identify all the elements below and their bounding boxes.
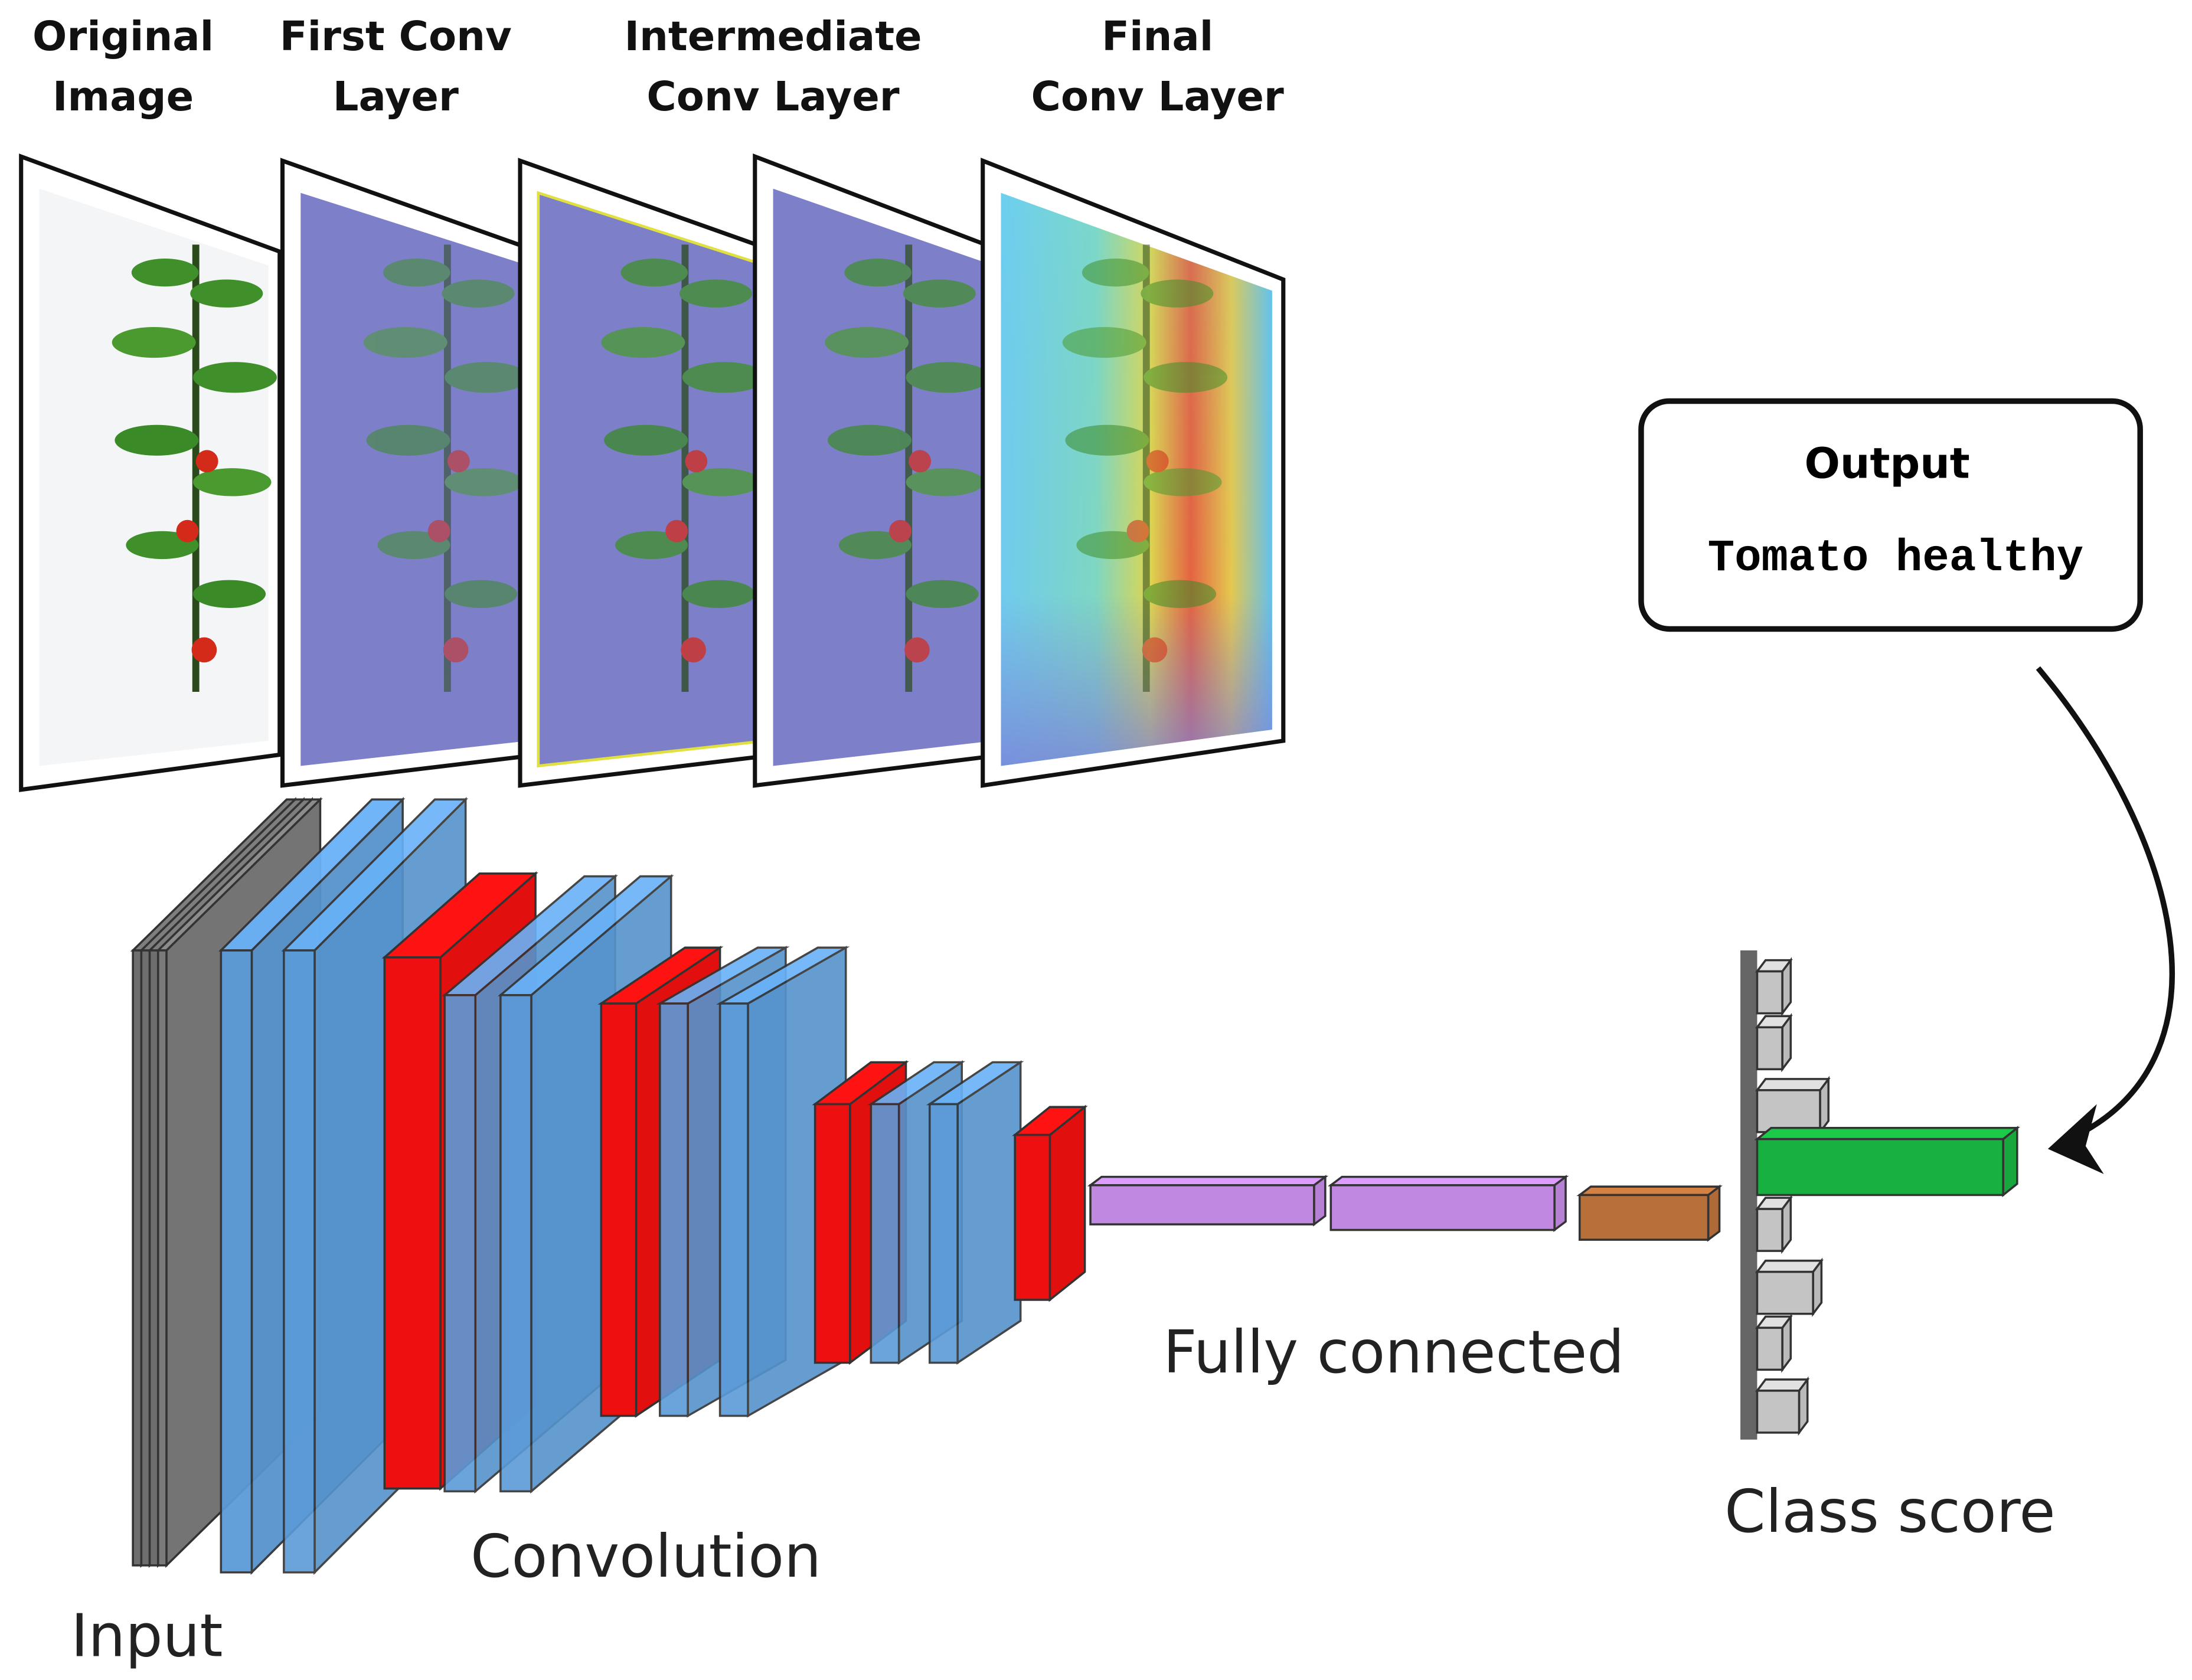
layer-front <box>1756 1390 1801 1434</box>
convolution-label: Convolution <box>471 1523 821 1591</box>
layer-front <box>658 1002 689 1417</box>
panel-label: Image <box>53 73 194 120</box>
panel-final-conv <box>981 158 1286 788</box>
layer-front <box>1756 1138 2004 1197</box>
class-score-label: Class score <box>1724 1478 2055 1546</box>
layer-front <box>870 1103 900 1364</box>
layer <box>1755 1076 1831 1136</box>
output-value: Tomato healthy <box>1708 533 2083 584</box>
layer <box>1755 1194 1793 1254</box>
layer <box>1012 1104 1088 1302</box>
layer-front <box>718 1002 749 1417</box>
layer-front <box>1756 1208 1783 1252</box>
layer-side <box>956 1060 1022 1365</box>
layer <box>1755 1013 1793 1073</box>
layer <box>1576 1184 1723 1242</box>
layer-front <box>443 994 477 1493</box>
layer-front <box>140 949 151 1567</box>
output-title: Output <box>1805 439 1970 488</box>
layer-front <box>1756 970 1783 1015</box>
layer-front <box>499 994 533 1493</box>
layer-front <box>220 949 253 1574</box>
network <box>130 797 2020 1575</box>
layer-front <box>1756 1270 1814 1315</box>
layer <box>1087 1175 1329 1227</box>
panel-first-conv <box>280 158 541 788</box>
layer-front <box>1089 1184 1315 1225</box>
layer <box>1755 957 1793 1017</box>
layer-front <box>1014 1133 1051 1301</box>
panel-label: First Conv <box>280 13 512 60</box>
fully-connected-label: Fully connected <box>1163 1319 1624 1387</box>
layer-top <box>1755 1378 1810 1392</box>
panel-label: Final <box>1102 13 1213 60</box>
layer-top <box>1755 1078 1831 1091</box>
panel-label: Intermediate <box>624 13 922 60</box>
layer <box>926 1060 1024 1365</box>
layer-top <box>1087 1175 1329 1187</box>
layer-top <box>1754 1126 2020 1140</box>
layer-front <box>1329 1184 1556 1231</box>
panel-label: Layer <box>333 73 459 120</box>
panel-intermediate-conv <box>518 158 778 788</box>
layer <box>1755 1313 1793 1373</box>
input-label: Input <box>71 1603 223 1671</box>
arrow <box>2036 666 2175 1142</box>
layer <box>1755 1257 1824 1317</box>
layer-front <box>814 1103 851 1364</box>
layer-top <box>1327 1175 1569 1187</box>
layer-front <box>383 956 442 1490</box>
panel-label: Conv Layer <box>1031 73 1284 120</box>
layer-front <box>1756 1089 1821 1133</box>
layer-front <box>600 1002 638 1417</box>
layer <box>1327 1175 1569 1233</box>
panel-label: Conv Layer <box>646 73 899 120</box>
layer-side <box>1048 1104 1086 1302</box>
panel-conv <box>753 153 1006 788</box>
layer-front <box>156 949 168 1567</box>
output-box <box>1638 398 2143 632</box>
panel-original <box>19 153 282 792</box>
layer-front <box>132 949 143 1567</box>
layer-front <box>1578 1194 1710 1241</box>
layer-front <box>1756 1026 1783 1071</box>
layer-top <box>1576 1185 1723 1197</box>
panel-label: Original <box>32 13 214 60</box>
layer-front <box>1756 1326 1783 1371</box>
layer-front <box>148 949 159 1567</box>
arrow-head <box>2047 1104 2104 1174</box>
layer <box>1755 1376 1810 1436</box>
layer <box>1754 1126 2020 1198</box>
layer-top <box>1755 1259 1824 1273</box>
class-axis <box>1740 950 1757 1440</box>
layer-front <box>928 1103 959 1364</box>
layer-front <box>283 949 316 1574</box>
